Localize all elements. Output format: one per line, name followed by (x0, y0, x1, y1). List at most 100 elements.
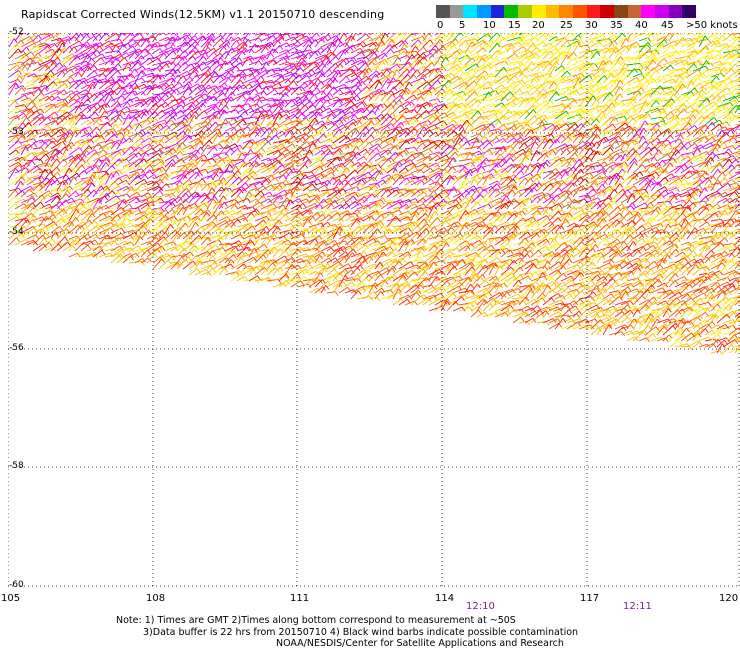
wind-barb-flag (595, 106, 599, 112)
wind-barb-flag (543, 34, 547, 39)
color-swatch-10 (572, 5, 587, 18)
wind-barb (188, 46, 196, 54)
wind-barb (416, 33, 420, 36)
wind-barb-flag (78, 71, 82, 77)
wind-barb (662, 59, 676, 66)
wind-barb-flag (61, 39, 66, 45)
wind-barb-flag (173, 33, 177, 37)
wind-barb-flag (177, 69, 181, 74)
wind-barb (146, 33, 150, 36)
wind-barb-flag (706, 70, 710, 75)
wind-barb-flag (609, 60, 614, 65)
wind-barb (110, 57, 118, 66)
wind-barb (200, 46, 209, 60)
wind-barb (530, 49, 541, 60)
wind-barb (56, 33, 60, 36)
wind-barb (470, 40, 484, 48)
wind-barb (194, 35, 204, 48)
wind-barb-flag (47, 125, 52, 130)
wind-barb (728, 53, 738, 60)
wind-barb (572, 60, 583, 66)
wind-barb-flag (418, 136, 423, 142)
wind-barb-flag (77, 140, 82, 146)
wind-barb-flag (713, 34, 718, 39)
wind-barb (302, 36, 312, 42)
wind-barb (272, 36, 282, 48)
wind-barb (266, 39, 278, 48)
wind-barb (680, 61, 695, 66)
wind-barb-flag (87, 54, 92, 60)
wind-barb (668, 114, 676, 126)
wind-barb-flag (561, 69, 566, 74)
wind-barb (26, 142, 35, 150)
wind-barb (524, 40, 532, 48)
wind-barb (494, 60, 505, 66)
wind-barb-flag (202, 35, 207, 41)
wind-barb (32, 59, 42, 66)
wind-barb (656, 39, 665, 48)
wind-barb-flag (44, 64, 49, 69)
wind-barb-flag (98, 117, 103, 123)
wind-barb (146, 41, 158, 48)
wind-barb (176, 61, 186, 72)
wind-barb (548, 37, 558, 48)
wind-barb-flag (86, 41, 91, 46)
wind-barb (554, 65, 563, 72)
wind-barb (536, 62, 543, 72)
wind-barb-flag (43, 46, 48, 52)
wind-barb-flag (411, 35, 416, 41)
wind-barb-flag (418, 80, 423, 85)
wind-barb-flag (478, 44, 483, 50)
wind-barb (602, 47, 610, 60)
wind-barb (206, 33, 213, 42)
wind-barb-flag (438, 48, 442, 54)
wind-barb-flag (219, 119, 224, 124)
wind-barb-flag (154, 43, 159, 48)
wind-barb (92, 79, 101, 90)
scale-label-20: 20 (532, 20, 545, 31)
wind-barb (80, 41, 88, 48)
wind-barb (290, 50, 301, 54)
wind-barb (98, 121, 108, 132)
wind-barb (86, 57, 92, 66)
wind-barb-flag (38, 40, 43, 46)
wind-barb-flag (54, 53, 59, 58)
scale-label-30: 30 (585, 20, 598, 31)
wind-barb (494, 50, 500, 60)
wind-barb (176, 50, 186, 60)
color-swatch-16 (655, 5, 669, 18)
wind-barb-flag (115, 44, 120, 50)
wind-barb (674, 141, 682, 150)
wind-barb (494, 36, 505, 48)
wind-barb-flag (163, 52, 168, 58)
wind-barb (578, 62, 590, 72)
wind-barb-flag (369, 88, 374, 93)
wind-barb (584, 65, 592, 72)
wind-barb-flag (523, 46, 527, 51)
wind-barb (32, 46, 45, 54)
wind-barb-flag (165, 63, 170, 69)
wind-barb-flag (475, 53, 480, 58)
wind-barb-flag (29, 58, 34, 63)
wind-barb (86, 36, 95, 42)
wind-barb (134, 48, 146, 60)
wind-barb-flag (192, 56, 197, 61)
wind-barb (698, 45, 707, 54)
wind-barb (626, 68, 635, 78)
wind-barb (428, 48, 439, 60)
wind-barb (170, 63, 179, 72)
wind-barb-flag (300, 67, 304, 73)
wind-barb-flag (137, 133, 142, 138)
wind-barb (692, 33, 701, 36)
wind-barb-flag (717, 66, 722, 72)
wind-barb-flag (554, 58, 559, 63)
wind-barb (536, 40, 544, 48)
wind-barb-flag (15, 83, 20, 88)
wind-barb-flag (423, 56, 428, 61)
wind-barb-flag (460, 33, 464, 37)
wind-barb (26, 59, 34, 72)
wind-barb (458, 40, 466, 48)
wind-barb-flag (609, 47, 613, 52)
wind-barb (110, 38, 120, 42)
wind-barb (356, 60, 365, 66)
